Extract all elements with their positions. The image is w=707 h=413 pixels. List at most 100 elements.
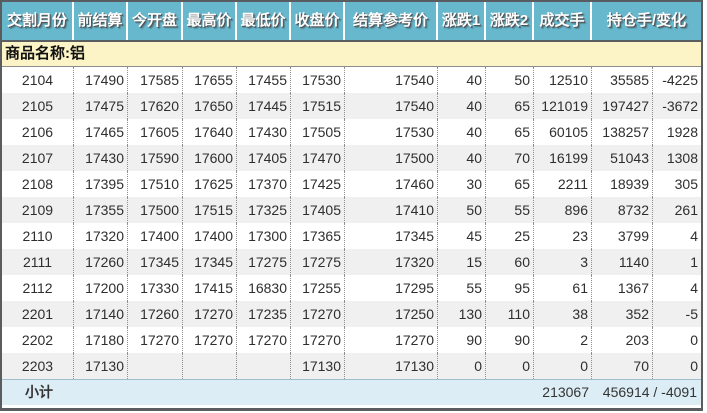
subtotal-volume-value: 213067: [542, 384, 589, 400]
cell-low: 17270: [237, 327, 291, 353]
cell-change1: 90: [438, 327, 486, 353]
cell-settle-ref: 17345: [345, 223, 438, 249]
cell-month: 2202: [2, 327, 74, 353]
cell-month: 2109: [2, 197, 74, 223]
cell-low: 17430: [237, 119, 291, 145]
cell-low: 17370: [237, 171, 291, 197]
cell-open-interest: 352: [592, 301, 653, 327]
cell-oi-change: 1: [690, 254, 698, 270]
table-row-2104: 2104 17490 17585 17655 17455 17530 17540 40 50 12…: [2, 67, 701, 93]
cell-oi-change: 305: [674, 176, 698, 192]
cell-month: 2201: [2, 301, 74, 327]
cell-change2: 60: [486, 249, 534, 275]
cell-settle-ref: 17540: [345, 67, 438, 93]
cell-low: 16830: [237, 275, 291, 301]
cell-low: [237, 353, 291, 379]
table-row-2111: 2111 17260 17345 17345 17275 17275 17320 15 60 3 1…: [2, 249, 701, 275]
cell-open-interest: 3799: [592, 223, 653, 249]
cell-oi-change: 0: [690, 358, 698, 374]
cell-change1: 40: [438, 119, 486, 145]
cell-open: 17270: [128, 327, 183, 353]
cell-volume: 23: [534, 223, 592, 249]
cell-oi-change: 0: [690, 332, 698, 348]
cell-volume: 2211: [534, 171, 592, 197]
cell-change1: 15: [438, 249, 486, 275]
cell-close: 17530: [291, 67, 345, 93]
cell-month: 2105: [2, 93, 74, 119]
cell-open: 17500: [128, 197, 183, 223]
product-name-row: 商品名称:铝: [2, 42, 701, 67]
cell-high: 17270: [183, 301, 237, 327]
table-row-2202: 2202 17180 17270 17270 17270 17270 17270 90 90 2 2…: [2, 327, 701, 353]
table-row-2105: 2105 17475 17620 17650 17445 17515 17540 40 65 12…: [2, 93, 701, 119]
cell-open: 17400: [128, 223, 183, 249]
subtotal-label: 小计: [25, 384, 53, 400]
cell-open-interest: 35585: [592, 67, 653, 93]
cell-close: 17505: [291, 119, 345, 145]
cell-volume: 16199: [534, 145, 592, 171]
cell-prev-settle: 17355: [74, 197, 128, 223]
cell-close: 17515: [291, 93, 345, 119]
column-header-open: 今开盘: [128, 2, 183, 40]
cell-close: 17470: [291, 145, 345, 171]
table-row-2203: 2203 17130 17130 17130 0 0 0 70 0: [2, 353, 701, 379]
cell-month: 2108: [2, 171, 74, 197]
cell-high: [183, 353, 237, 379]
cell-close: 17405: [291, 197, 345, 223]
cell-change1: 40: [438, 145, 486, 171]
cell-volume: 61: [534, 275, 592, 301]
cell-close: 17275: [291, 249, 345, 275]
cell-settle-ref: 17320: [345, 249, 438, 275]
cell-oi-change: 4: [690, 228, 698, 244]
cell-volume: 896: [534, 197, 592, 223]
cell-prev-settle: 17320: [74, 223, 128, 249]
cell-change2: 55: [486, 197, 534, 223]
cell-open-interest: 8732: [592, 197, 653, 223]
cell-prev-settle: 17130: [74, 353, 128, 379]
table-row-2110: 2110 17320 17400 17400 17300 17365 17345 45 25 23…: [2, 223, 701, 249]
subtotal-row: 小计 213067 456914 / -4091: [2, 379, 701, 405]
column-header-change1: 涨跌1: [438, 2, 486, 40]
cell-oi-change: 4: [690, 280, 698, 296]
cell-close: 17425: [291, 171, 345, 197]
cell-low: 17325: [237, 197, 291, 223]
cell-close: 17270: [291, 327, 345, 353]
cell-open-interest: 1367: [592, 275, 653, 301]
cell-prev-settle: 17395: [74, 171, 128, 197]
cell-month: 2110: [2, 223, 74, 249]
cell-high: 17270: [183, 327, 237, 353]
cell-high: 17655: [183, 67, 237, 93]
cell-volume: 121019: [534, 93, 592, 119]
cell-open-interest: 203: [592, 327, 653, 353]
cell-change2: 65: [486, 93, 534, 119]
table-row-2201: 2201 17140 17260 17270 17235 17270 17250 130 110…: [2, 301, 701, 327]
column-header-change2: 涨跌2: [486, 2, 534, 40]
cell-oi-change: -5: [685, 306, 698, 322]
cell-volume: 12510: [534, 67, 592, 93]
cell-open-interest: 51043: [592, 145, 653, 171]
cell-open: 17585: [128, 67, 183, 93]
cell-settle-ref: 17500: [345, 145, 438, 171]
cell-settle-ref: 17130: [345, 353, 438, 379]
cell-oi-change: 1308: [666, 150, 698, 166]
cell-open: [128, 353, 183, 379]
cell-volume: 0: [534, 353, 592, 379]
cell-open: 17260: [128, 301, 183, 327]
cell-volume: 60105: [534, 119, 592, 145]
cell-high: 17345: [183, 249, 237, 275]
cell-month: 2104: [2, 67, 74, 93]
cell-prev-settle: 17490: [74, 67, 128, 93]
column-header-low: 最低价: [237, 2, 291, 40]
cell-high: 17415: [183, 275, 237, 301]
cell-close: 17130: [291, 353, 345, 379]
table-row-2107: 2107 17430 17590 17600 17405 17470 17500 40 70 16…: [2, 145, 701, 171]
cell-settle-ref: 17295: [345, 275, 438, 301]
cell-change1: 55: [438, 275, 486, 301]
cell-oi-change: 261: [674, 202, 698, 218]
table-body: 2104 17490 17585 17655 17455 17530 17540 40 50 12…: [2, 67, 701, 379]
cell-settle-ref: 17270: [345, 327, 438, 353]
cell-close: 17270: [291, 301, 345, 327]
cell-change1: 0: [438, 353, 486, 379]
